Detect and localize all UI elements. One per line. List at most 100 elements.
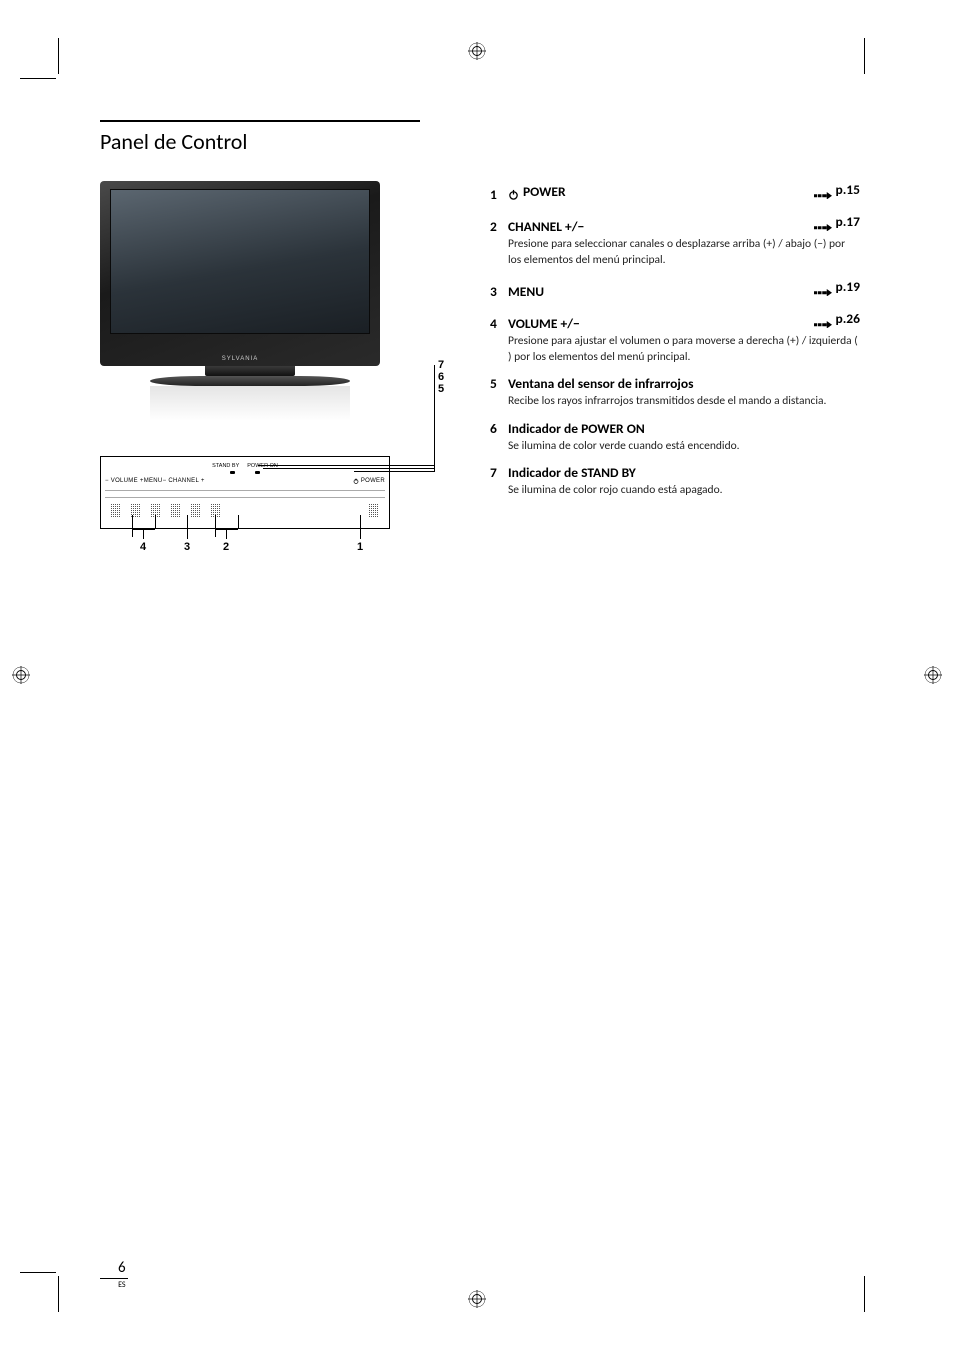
registration-mark-icon (12, 666, 30, 684)
callout-line (258, 465, 434, 466)
item-ref-text: p.26 (835, 310, 860, 327)
tv-frame: SYLVANIA (100, 181, 380, 366)
reference-arrow-icon (814, 283, 832, 290)
item-number: 3 (490, 283, 508, 300)
tv-diagram: SYLVANIA (100, 181, 400, 436)
tv-reflection (150, 386, 350, 436)
callout-number: 5 (438, 383, 444, 395)
item-description: Se ilumina de color verde cuando está en… (508, 439, 860, 455)
page-content: Panel de Control SYLVANIA STAND BY POWER… (100, 120, 860, 529)
columns: SYLVANIA STAND BY POWER ON − VOLUME + ME… (100, 181, 860, 529)
item-label: MENU (508, 283, 794, 300)
power-icon (353, 478, 359, 484)
item-label: Indicador de STAND BY (508, 464, 860, 481)
item-description: Recibe los rayos infrarrojos transmitido… (508, 394, 860, 410)
item-description: Se ilumina de color rojo cuando está apa… (508, 483, 860, 499)
control-panel-detail: STAND BY POWER ON − VOLUME + MENU − CHAN… (100, 456, 390, 529)
item-ref-text: p.17 (835, 213, 860, 230)
reference-arrow-icon (814, 218, 832, 225)
page-language: ES (100, 1280, 128, 1290)
tv-stand-base (150, 376, 350, 386)
item-description: Presione para ajustar el volumen o para … (508, 334, 860, 365)
page-footer: 6 ES (100, 1258, 128, 1290)
page-reference: p.26 (814, 310, 860, 327)
description-column: 1 POWER p.15 (490, 181, 860, 529)
reference-arrow-icon (814, 315, 832, 322)
crop-mark (58, 38, 59, 74)
standby-led-icon (230, 471, 235, 474)
item-number: 7 (490, 464, 508, 481)
callout-line (263, 468, 434, 469)
callout-line (434, 464, 435, 472)
page-number: 6 (100, 1259, 128, 1279)
crop-mark (20, 78, 56, 79)
reference-arrow-icon (814, 186, 832, 193)
callout-number: 1 (357, 541, 363, 553)
callout-number: 2 (223, 541, 229, 553)
indicator-leds (101, 471, 389, 474)
item-number: 6 (490, 420, 508, 437)
callout-line (360, 515, 361, 539)
page-reference: p.15 (814, 181, 860, 198)
item-label: CHANNEL +/− (508, 218, 794, 235)
item-6: 6 Indicador de POWER ON Se ilumina de co… (490, 420, 860, 455)
panel-divider (105, 497, 385, 498)
item-ref-text: p.15 (835, 181, 860, 198)
power-button-label: POWER (361, 478, 385, 484)
page-reference: p.17 (814, 213, 860, 230)
item-4: 4 VOLUME +/− p.26 Presione para ajustar … (490, 310, 860, 365)
diagram-column: SYLVANIA STAND BY POWER ON − VOLUME + ME… (100, 181, 450, 529)
item-label-text: POWER (523, 183, 566, 200)
crop-mark (864, 38, 865, 74)
item-3: 3 MENU p.19 (490, 278, 860, 300)
page-title: Panel de Control (100, 128, 860, 155)
callout-number: 3 (184, 541, 190, 553)
item-number: 1 (490, 186, 508, 203)
item-ref-text: p.19 (835, 278, 860, 295)
item-5: 5 Ventana del sensor de infrarrojos Reci… (490, 375, 860, 410)
item-label: VOLUME +/− (508, 315, 794, 332)
menu-button-label: MENU (144, 478, 163, 484)
callout-number: 4 (140, 541, 146, 553)
callout-line (354, 471, 434, 472)
speaker-grille-icon (171, 504, 181, 518)
tv-screen (110, 189, 370, 334)
item-description: Presione para seleccionar canales o desp… (508, 237, 860, 268)
panel-speaker-row (105, 504, 385, 518)
speaker-grille-icon (191, 504, 201, 518)
item-label: POWER (508, 183, 794, 200)
item-7: 7 Indicador de STAND BY Se ilumina de co… (490, 464, 860, 499)
item-number: 4 (490, 315, 508, 332)
callout-line (215, 515, 216, 537)
page-reference: p.19 (814, 278, 860, 295)
registration-mark-icon (468, 1290, 486, 1308)
title-rule (100, 120, 420, 122)
volume-buttons-label: − VOLUME + (105, 478, 144, 484)
item-label: Ventana del sensor de infrarrojos (508, 375, 860, 392)
speaker-grille-icon (151, 504, 161, 518)
item-2: 2 CHANNEL +/− p.17 Presione para selecci… (490, 213, 860, 268)
callout-line (226, 529, 227, 539)
crop-mark (58, 1276, 59, 1312)
crop-mark (20, 1272, 56, 1273)
tv-brand-label: SYLVANIA (222, 356, 258, 362)
tv-stand-neck (205, 366, 295, 376)
callout-number: 7 (438, 359, 444, 371)
standby-label: STAND BY (212, 463, 239, 469)
power-icon (508, 187, 519, 198)
callout-number: 6 (438, 371, 444, 383)
registration-mark-icon (924, 666, 942, 684)
speaker-grille-icon (211, 504, 221, 518)
callout-line (132, 515, 133, 537)
poweron-led-icon (255, 471, 260, 474)
callout-line (143, 529, 144, 539)
callout-line (187, 515, 188, 539)
registration-mark-icon (468, 42, 486, 60)
channel-buttons-label: − CHANNEL + (163, 478, 205, 484)
callout-line (238, 515, 239, 529)
speaker-grille-icon (369, 504, 379, 518)
crop-mark (864, 1276, 865, 1312)
item-number: 5 (490, 375, 508, 392)
panel-divider (105, 490, 385, 491)
panel-button-row: − VOLUME + MENU − CHANNEL + POWER (101, 478, 389, 484)
